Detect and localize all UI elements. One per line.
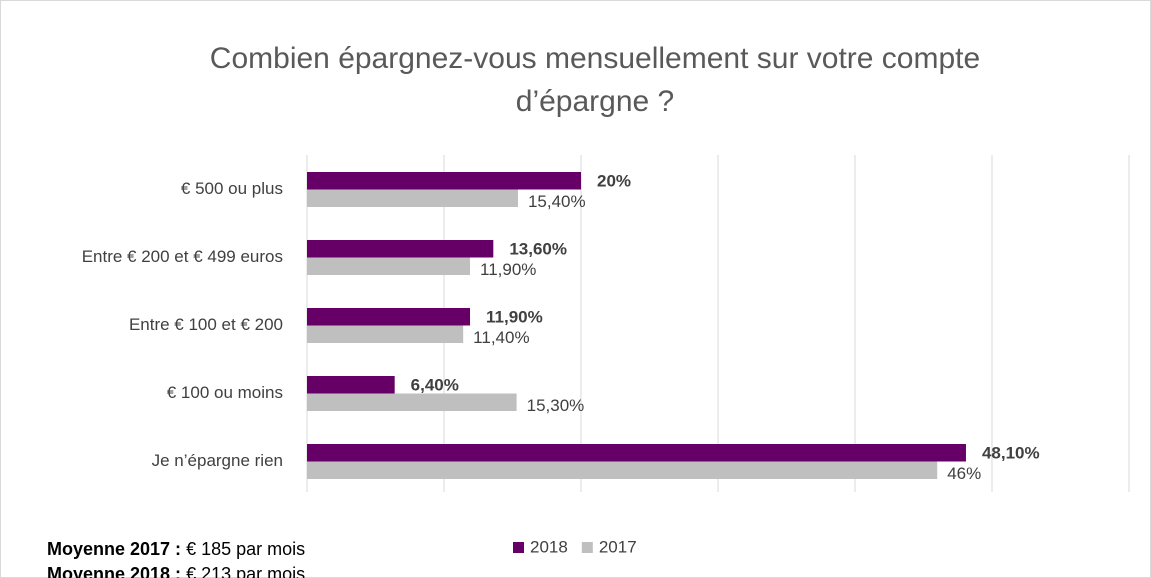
data-label: 11,90% (486, 307, 543, 326)
y-tick-label: Entre € 100 et € 200 (129, 315, 283, 334)
data-label: 15,30% (527, 396, 585, 415)
annotation-text: € 213 par mois (186, 564, 305, 578)
data-label: 20% (597, 171, 631, 190)
bar (307, 240, 494, 258)
bar (307, 393, 517, 411)
legend-label: 2017 (599, 537, 637, 556)
chart-title: Combien épargnez-vous mensuellement sur … (210, 42, 980, 75)
data-label: 6,40% (411, 375, 459, 394)
bar (307, 444, 966, 462)
bar (307, 257, 471, 275)
data-label: 48,10% (982, 443, 1040, 462)
data-label: 46% (947, 464, 981, 483)
data-label: 11,40% (473, 328, 529, 347)
annotation: Moyenne 2018 : € 213 par mois (47, 564, 305, 578)
annotation: Moyenne 2017 : € 185 par mois (47, 539, 305, 559)
data-label: 11,90% (480, 260, 536, 279)
y-tick-label: Je n’épargne rien (152, 451, 283, 470)
bar (307, 376, 395, 394)
bar (307, 461, 938, 479)
annotation-label: Moyenne 2017 : (47, 539, 181, 559)
data-label: 13,60% (509, 239, 567, 258)
bar (307, 325, 464, 343)
y-tick-label: Entre € 200 et € 499 euros (82, 247, 283, 266)
y-tick-label: € 500 ou plus (181, 179, 283, 198)
bar (307, 308, 471, 326)
annotation-text: € 185 par mois (186, 539, 305, 559)
bar (307, 189, 518, 207)
data-label: 15,40% (528, 192, 586, 211)
chart-title: d’épargne ? (516, 85, 674, 118)
bar (307, 172, 581, 190)
legend-swatch (581, 542, 593, 553)
annotation-label: Moyenne 2018 : (47, 564, 181, 578)
legend-label: 2018 (530, 537, 568, 556)
legend-swatch (513, 542, 524, 553)
y-tick-label: € 100 ou moins (167, 383, 283, 402)
